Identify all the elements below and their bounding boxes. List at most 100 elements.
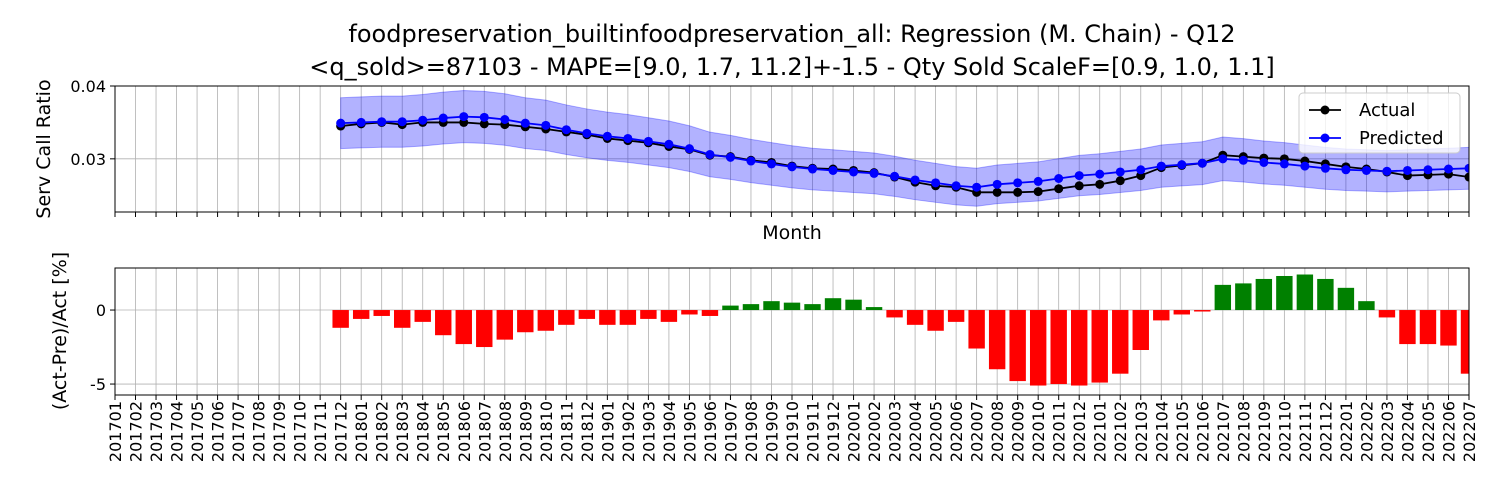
series-marker <box>1156 161 1166 171</box>
x-tick-label: 202005 <box>927 401 946 462</box>
series-marker <box>377 117 387 127</box>
series-marker <box>438 113 448 123</box>
x-tick-label: 202110 <box>1275 401 1294 462</box>
series-marker <box>746 156 756 166</box>
bar <box>988 310 1006 370</box>
x-tick-label: 201908 <box>742 401 761 462</box>
bar <box>783 302 801 311</box>
series-marker <box>1074 171 1084 181</box>
bar <box>373 310 390 316</box>
x-tick-label: 202203 <box>1378 401 1397 462</box>
top-plot <box>115 86 1469 212</box>
x-tick-label: 201907 <box>721 401 740 462</box>
series-marker <box>1464 163 1469 173</box>
series-marker <box>1115 176 1125 186</box>
x-tick-label: 201701 <box>106 401 125 462</box>
series-marker <box>787 162 797 172</box>
series-marker <box>479 112 489 122</box>
series-marker <box>992 187 1002 197</box>
bar <box>886 310 903 318</box>
bar <box>1419 310 1437 345</box>
legend-label: Predicted <box>1359 128 1444 149</box>
x-tick-label: 201706 <box>209 401 228 462</box>
x-tick-label: 202207 <box>1460 401 1479 462</box>
x-tick-label: 201801 <box>352 401 371 462</box>
bar <box>435 310 452 336</box>
bar <box>1132 310 1149 351</box>
bar <box>1214 284 1232 311</box>
bar <box>1358 301 1375 311</box>
series-marker <box>1013 187 1023 197</box>
x-tick-label: 202008 <box>988 401 1007 462</box>
x-tick-label: 201806 <box>455 401 474 462</box>
series-marker <box>1177 160 1187 170</box>
series-marker <box>1443 164 1453 174</box>
confidence-band <box>340 90 1469 207</box>
x-tick-label: 201804 <box>414 401 433 462</box>
x-tick-label: 202202 <box>1357 401 1376 462</box>
x-tick-label: 201704 <box>168 401 187 462</box>
x-tick-label: 202001 <box>845 401 864 462</box>
bar <box>701 310 719 316</box>
bar <box>1153 310 1170 321</box>
series-marker <box>1033 187 1043 197</box>
bar <box>845 299 862 311</box>
bar <box>1173 310 1190 315</box>
x-tick-label: 201807 <box>475 401 494 462</box>
series-marker <box>705 149 715 159</box>
series-marker <box>1033 176 1043 186</box>
x-tick-label: 201708 <box>250 401 269 462</box>
x-tick-label: 201904 <box>660 401 679 462</box>
series-marker <box>1218 154 1228 164</box>
series-marker <box>520 118 530 128</box>
x-tick-label: 202103 <box>1132 401 1151 462</box>
chart-title: foodpreservation_builtinfoodpreservation… <box>348 20 1235 48</box>
series-marker <box>684 144 694 154</box>
x-tick-label: 201811 <box>557 401 576 462</box>
bar <box>1235 283 1252 311</box>
series-marker <box>1074 181 1084 191</box>
series-marker <box>1341 165 1351 175</box>
bar <box>476 310 493 348</box>
series-marker <box>1320 163 1330 173</box>
bar <box>496 310 513 340</box>
x-tick-label: 202107 <box>1214 401 1233 462</box>
series-marker <box>890 171 900 181</box>
series-marker <box>951 181 961 191</box>
x-tick-label: 202201 <box>1337 401 1356 462</box>
x-tick-label: 201902 <box>619 401 638 462</box>
series-marker <box>849 167 859 177</box>
bar <box>1091 310 1108 383</box>
bar <box>865 307 883 311</box>
series-marker <box>1115 167 1125 177</box>
series-marker <box>1259 157 1269 167</box>
bar <box>599 310 616 325</box>
x-tick-label: 201808 <box>496 401 515 462</box>
bar <box>332 310 349 328</box>
x-tick-label: 201705 <box>188 401 207 462</box>
series-marker <box>766 159 776 169</box>
y-axis-label: Serv Call Ratio <box>33 79 55 218</box>
bar <box>681 310 698 315</box>
series-marker <box>1054 184 1064 194</box>
x-tick-label: 201906 <box>701 401 720 462</box>
bar <box>1399 310 1416 345</box>
bar <box>619 310 637 325</box>
bar <box>1337 287 1355 311</box>
series-marker <box>1095 169 1105 179</box>
series-marker <box>623 133 633 143</box>
x-tick-label: 202109 <box>1255 401 1274 462</box>
bar <box>906 310 924 325</box>
series-marker <box>869 168 879 178</box>
legend-label: Actual <box>1359 100 1415 121</box>
bar <box>1009 310 1026 382</box>
series-marker <box>1402 165 1412 175</box>
series-marker <box>1464 172 1469 182</box>
series-marker <box>643 136 653 146</box>
x-axis-label: Month <box>762 222 822 244</box>
bar <box>804 304 821 311</box>
bar <box>742 304 760 311</box>
axes-frame <box>114 85 1470 213</box>
y-axis-label: (Act-Pre)/Act [%] <box>49 252 71 410</box>
